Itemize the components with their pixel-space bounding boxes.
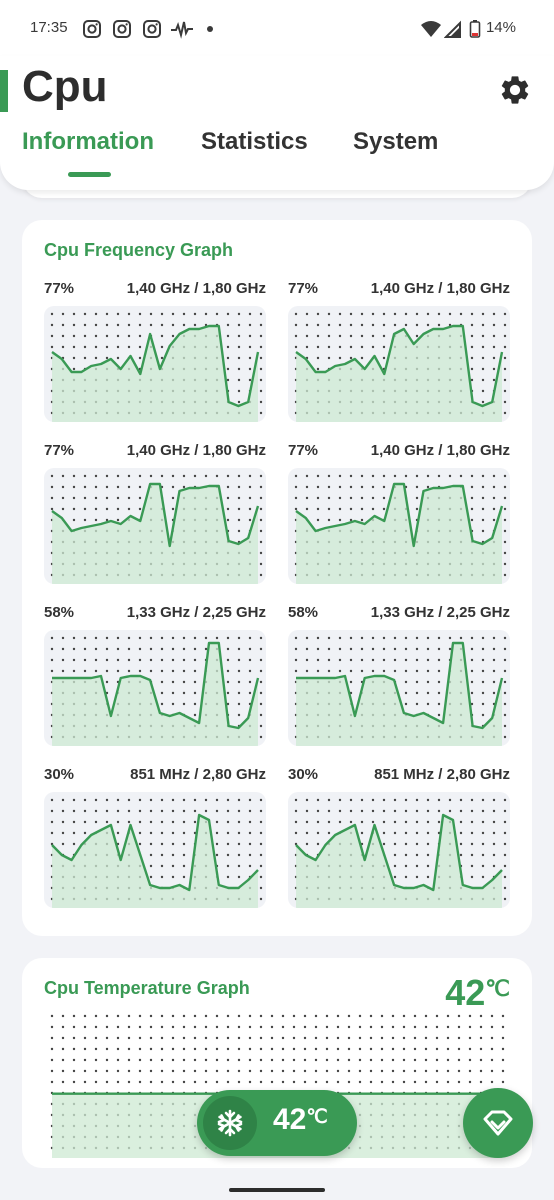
core-graph-4: 58% 1,33 GHz / 2,25 GHz <box>44 604 266 746</box>
core-graph-1: 77% 1,40 GHz / 1,80 GHz <box>288 280 510 422</box>
temperature-unit: ℃ <box>485 976 510 1001</box>
instagram-icon <box>113 20 131 38</box>
status-time: 17:35 <box>30 19 68 36</box>
graph-area <box>52 815 258 908</box>
core-usage-percent: 77% <box>44 280 75 297</box>
battery-icon <box>469 20 481 38</box>
core-frequency-sparkline <box>50 636 263 746</box>
tab-statistics[interactable]: Statistics <box>201 128 308 155</box>
core-frequency: 1,33 GHz / 2,25 GHz <box>126 604 266 621</box>
core-usage-percent: 58% <box>44 604 75 621</box>
tab-indicator <box>68 172 111 177</box>
core-frequency-graph <box>44 792 266 908</box>
core-graph-7: 30% 851 MHz / 2,80 GHz <box>288 766 510 908</box>
core-frequency-sparkline <box>50 474 263 584</box>
premium-fab[interactable] <box>463 1088 533 1158</box>
graph-area <box>52 484 258 584</box>
frequency-card-title: Cpu Frequency Graph <box>44 240 234 260</box>
graph-line <box>295 813 503 892</box>
graph-line <box>295 324 504 408</box>
core-usage-percent: 30% <box>288 766 319 783</box>
temperature-number: 42 <box>445 972 486 1013</box>
core-frequency-graph <box>288 630 510 746</box>
core-frequency-graph <box>288 306 510 422</box>
core-frequency: 1,40 GHz / 1,80 GHz <box>370 280 510 297</box>
core-graph-2: 77% 1,40 GHz / 1,80 GHz <box>44 442 266 584</box>
graph-line <box>51 813 259 892</box>
page-title: Cpu <box>22 62 108 111</box>
core-graph-0: 77% 1,40 GHz / 1,80 GHz <box>44 280 266 422</box>
tab-system[interactable]: System <box>353 128 439 155</box>
core-usage-percent: 77% <box>288 280 319 297</box>
core-frequency-graph <box>288 468 510 584</box>
graph-area <box>296 326 502 422</box>
core-frequency-sparkline <box>50 798 263 908</box>
core-usage-percent: 77% <box>44 442 75 459</box>
signal-icon <box>444 20 461 38</box>
core-frequency: 1,40 GHz / 1,80 GHz <box>370 442 510 459</box>
core-frequency-graph <box>44 306 266 422</box>
graph-area <box>296 484 502 584</box>
graph-line <box>295 482 504 548</box>
graph-line <box>51 482 260 548</box>
graph-line <box>51 324 260 408</box>
snowflake-icon <box>217 1109 243 1137</box>
core-graph-6: 30% 851 MHz / 2,80 GHz <box>44 766 266 908</box>
graph-area <box>296 815 502 908</box>
cpu-frequency-card: Cpu Frequency Graph 77% 1,40 GHz / 1,80 … <box>22 220 532 936</box>
core-frequency-sparkline <box>50 312 263 422</box>
diamond-icon <box>483 1110 513 1136</box>
title-accent-bar <box>0 70 8 112</box>
battery-percent: 14% <box>485 19 516 36</box>
core-frequency-sparkline <box>294 636 507 746</box>
core-frequency: 1,40 GHz / 1,80 GHz <box>126 280 266 297</box>
home-indicator[interactable] <box>229 1188 325 1192</box>
core-frequency: 851 MHz / 2,80 GHz <box>130 766 266 783</box>
pill-temperature-unit: ℃ <box>306 1107 328 1128</box>
tab-bar: Information Statistics System <box>0 128 554 172</box>
snowflake-button[interactable] <box>203 1096 257 1150</box>
core-graph-5: 58% 1,33 GHz / 2,25 GHz <box>288 604 510 746</box>
core-usage-percent: 58% <box>288 604 319 621</box>
core-frequency: 851 MHz / 2,80 GHz <box>374 766 510 783</box>
temperature-value: 42℃ <box>445 972 510 1014</box>
wifi-icon <box>421 21 441 37</box>
core-frequency: 1,33 GHz / 2,25 GHz <box>370 604 510 621</box>
instagram-icon <box>83 20 101 38</box>
core-frequency-graph <box>44 468 266 584</box>
temperature-pill[interactable]: 42℃ <box>197 1090 357 1156</box>
app-header: Cpu Information Statistics System <box>0 56 554 190</box>
pulse-icon <box>171 21 193 39</box>
pill-temperature: 42℃ <box>273 1103 328 1137</box>
core-frequency-sparkline <box>294 474 507 584</box>
core-graph-3: 77% 1,40 GHz / 1,80 GHz <box>288 442 510 584</box>
core-usage-percent: 77% <box>288 442 319 459</box>
temperature-card-title: Cpu Temperature Graph <box>44 978 250 998</box>
status-bar: 17:35 14% <box>0 0 554 56</box>
core-frequency-graph <box>44 630 266 746</box>
core-frequency-graph <box>288 792 510 908</box>
graph-line <box>52 641 260 730</box>
core-frequency-sparkline <box>294 798 507 908</box>
pill-temperature-number: 42 <box>273 1103 307 1136</box>
instagram-icon <box>143 20 161 38</box>
graph-line <box>296 641 504 730</box>
graph-area <box>52 326 258 422</box>
tab-information[interactable]: Information <box>22 128 154 155</box>
core-frequency-sparkline <box>294 312 507 422</box>
core-usage-percent: 30% <box>44 766 75 783</box>
gear-icon[interactable] <box>498 73 532 107</box>
dot-icon <box>207 26 213 32</box>
core-frequency: 1,40 GHz / 1,80 GHz <box>126 442 266 459</box>
